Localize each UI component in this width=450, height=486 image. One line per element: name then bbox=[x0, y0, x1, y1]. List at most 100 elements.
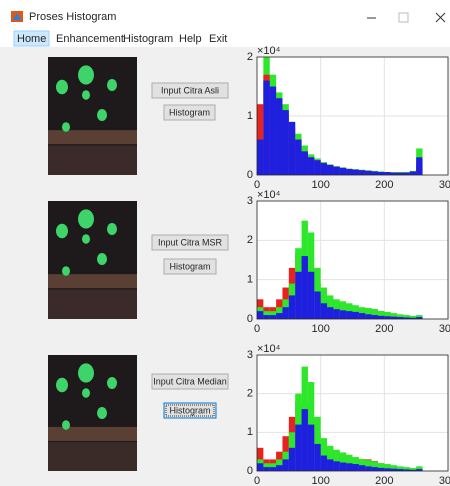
lantern bbox=[56, 224, 68, 238]
histogram-bar bbox=[384, 172, 390, 175]
histogram-bar bbox=[302, 256, 308, 319]
histogram-bar bbox=[276, 313, 282, 319]
button-label[interactable]: Input Citra Asli bbox=[161, 85, 219, 95]
histogram-bar bbox=[308, 425, 314, 471]
lantern bbox=[62, 122, 70, 132]
histogram-bar bbox=[295, 140, 301, 175]
lantern bbox=[97, 253, 107, 265]
button-label[interactable]: Input Citra Median bbox=[153, 376, 227, 386]
lantern bbox=[78, 363, 94, 382]
button-label[interactable]: Histogram bbox=[169, 107, 210, 117]
x-tick-label: 200 bbox=[375, 475, 393, 486]
lantern bbox=[78, 65, 94, 84]
menu-item[interactable]: Help bbox=[179, 33, 202, 45]
lantern bbox=[56, 378, 68, 392]
histogram-bar bbox=[302, 409, 308, 471]
menu-item[interactable]: Histogram bbox=[123, 33, 173, 45]
histogram-bar bbox=[270, 467, 276, 471]
histogram-bar bbox=[257, 463, 263, 471]
histogram-bar bbox=[314, 160, 320, 175]
histogram-bar bbox=[327, 459, 333, 471]
lantern bbox=[56, 80, 68, 94]
lantern bbox=[82, 90, 90, 100]
y-tick-label: 2 bbox=[247, 388, 253, 400]
y-tick-label: 1 bbox=[247, 426, 253, 438]
histogram-bar bbox=[302, 151, 308, 175]
histogram-bar bbox=[263, 467, 269, 471]
histogram-bar bbox=[416, 157, 422, 175]
histogram-bar bbox=[372, 467, 378, 471]
histogram-bar bbox=[282, 459, 288, 471]
y-multiplier: ×10⁴ bbox=[257, 343, 281, 355]
histogram-bar bbox=[346, 311, 352, 319]
lantern bbox=[82, 234, 90, 244]
histogram-bar bbox=[410, 171, 416, 175]
histogram-bar bbox=[295, 272, 301, 319]
histogram-bar bbox=[276, 465, 282, 471]
histogram-bar bbox=[384, 316, 390, 319]
histogram-bar bbox=[340, 462, 346, 471]
histogram-bar bbox=[257, 311, 263, 319]
y-tick-label: 0 bbox=[247, 169, 253, 181]
histogram-bar bbox=[333, 461, 339, 471]
histogram-bar bbox=[263, 81, 269, 175]
lantern bbox=[107, 223, 117, 235]
lantern bbox=[107, 377, 117, 389]
x-tick-label: 200 bbox=[375, 323, 393, 335]
y-tick-label: 1 bbox=[247, 110, 253, 122]
histogram-bar bbox=[346, 169, 352, 175]
image-crowd bbox=[48, 442, 137, 471]
histogram-bar bbox=[295, 425, 301, 471]
x-tick-label: 100 bbox=[311, 323, 329, 335]
menu-item[interactable]: Home bbox=[17, 33, 46, 45]
histogram-bar bbox=[276, 98, 282, 175]
lantern bbox=[62, 420, 70, 430]
image-lights bbox=[48, 274, 137, 288]
lantern bbox=[97, 109, 107, 121]
lantern bbox=[107, 79, 117, 91]
histogram-bar bbox=[321, 163, 327, 175]
y-tick-label: 3 bbox=[247, 349, 253, 361]
histogram-bar bbox=[359, 465, 365, 471]
x-tick-label: 0 bbox=[254, 475, 260, 486]
histogram-bar bbox=[378, 316, 384, 319]
histogram-bar bbox=[333, 309, 339, 319]
y-tick-label: 0 bbox=[247, 313, 253, 325]
histogram-bar bbox=[372, 171, 378, 175]
image-crowd bbox=[48, 290, 137, 320]
lantern bbox=[78, 209, 94, 228]
histogram-bar bbox=[289, 295, 295, 319]
image-crowd bbox=[48, 146, 137, 176]
histogram-bar bbox=[314, 444, 320, 471]
histogram-bar bbox=[308, 157, 314, 175]
image-lights bbox=[48, 130, 137, 144]
y-tick-label: 0 bbox=[247, 465, 253, 477]
button-label[interactable]: Histogram bbox=[169, 261, 210, 271]
histogram-bar bbox=[333, 167, 339, 175]
y-multiplier: ×10⁴ bbox=[257, 189, 281, 201]
button-label[interactable]: Input Citra MSR bbox=[158, 237, 223, 247]
histogram-bar bbox=[289, 122, 295, 175]
y-tick-label: 3 bbox=[247, 195, 253, 207]
histogram-bar bbox=[270, 87, 276, 176]
histogram-bar bbox=[378, 172, 384, 175]
x-tick-label: 200 bbox=[375, 179, 393, 191]
x-tick-label: 100 bbox=[311, 475, 329, 486]
histogram-bar bbox=[321, 456, 327, 471]
histogram-bar bbox=[365, 314, 371, 319]
histogram-bar bbox=[384, 468, 390, 471]
y-tick-label: 1 bbox=[247, 274, 253, 286]
histogram-bar bbox=[340, 168, 346, 175]
menu-item[interactable]: Enhancement bbox=[56, 33, 124, 45]
image-lights bbox=[48, 427, 137, 441]
menu-item[interactable]: Exit bbox=[209, 33, 227, 45]
histogram-bar bbox=[365, 466, 371, 471]
histogram-bar bbox=[308, 272, 314, 319]
lantern bbox=[97, 407, 107, 419]
window-title: Proses Histogram bbox=[29, 11, 116, 23]
histogram-bar bbox=[353, 312, 359, 319]
y-multiplier: ×10⁴ bbox=[257, 45, 281, 57]
histogram-bar bbox=[353, 464, 359, 471]
button-label[interactable]: Histogram bbox=[169, 405, 210, 415]
x-tick-label: 100 bbox=[311, 179, 329, 191]
